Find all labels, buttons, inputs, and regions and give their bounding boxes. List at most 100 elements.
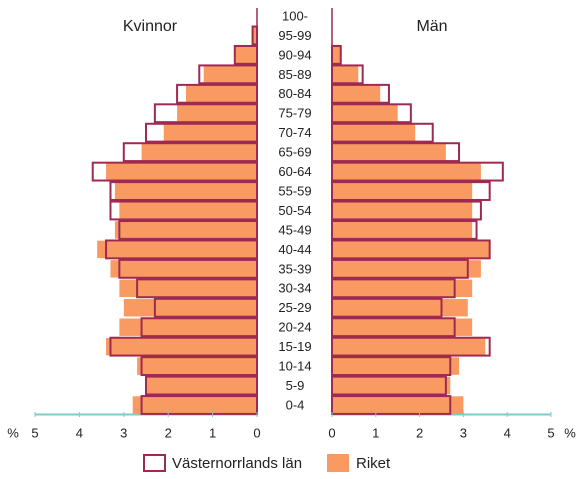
bar (332, 201, 473, 220)
category-label: 100- (282, 8, 308, 23)
bar (332, 182, 473, 200)
bar (331, 142, 461, 163)
category-label: 0-4 (286, 397, 305, 412)
bar (176, 83, 258, 104)
bar (331, 44, 342, 65)
x-tick-label: 0 (253, 425, 260, 440)
bar (331, 83, 390, 104)
category-label: 40-44 (278, 242, 311, 257)
bar (331, 103, 412, 124)
bar (331, 317, 456, 338)
category-label: 95-99 (278, 28, 311, 43)
legend-label: Riket (356, 455, 391, 472)
bar (140, 356, 258, 377)
bar (332, 162, 481, 181)
category-label: 75-79 (278, 106, 311, 121)
category-label: 35-39 (278, 261, 311, 276)
bar (332, 337, 486, 356)
bar (252, 26, 257, 45)
bar (153, 297, 259, 318)
x-tick-label: 3 (460, 425, 467, 440)
legend-swatch (143, 454, 166, 472)
bar (332, 85, 381, 103)
bar (331, 64, 364, 85)
bar (332, 357, 460, 375)
category-label: 85-89 (278, 67, 311, 82)
category-label: 15-19 (278, 339, 311, 354)
bar (141, 143, 257, 161)
bar (146, 376, 257, 395)
bar (332, 376, 451, 395)
legend-label: Västernorrlands län (172, 455, 302, 472)
x-tick-label: 4 (76, 425, 83, 440)
legend-swatch (327, 454, 349, 472)
bar (163, 123, 257, 142)
category-label: 70-74 (278, 125, 311, 140)
x-tick-label: 2 (165, 425, 172, 440)
bar (105, 239, 259, 260)
bar (203, 65, 257, 84)
x-tick-label: 1 (372, 425, 379, 440)
bar (109, 181, 259, 201)
bar (185, 85, 257, 103)
bar (145, 375, 258, 396)
category-label: 60-64 (278, 164, 311, 179)
bar (331, 161, 504, 182)
bar (332, 123, 416, 142)
bar (153, 103, 259, 124)
bar (331, 220, 478, 240)
category-label: 10-14 (278, 359, 311, 374)
bar (106, 337, 257, 356)
bar (136, 278, 258, 299)
bar (140, 317, 258, 338)
bar (118, 258, 258, 279)
bar (145, 122, 258, 143)
bar (332, 104, 398, 122)
bar (331, 278, 456, 299)
bar (233, 44, 259, 65)
bar (177, 104, 257, 122)
bar (331, 336, 491, 357)
x-tick-label: 1 (209, 425, 216, 440)
category-label: 20-24 (278, 320, 311, 335)
bar (332, 240, 490, 259)
bar (332, 396, 464, 414)
bar (332, 279, 473, 298)
x-tick-label: 4 (504, 425, 511, 440)
x-tick-label: 3 (120, 425, 127, 440)
bar (331, 375, 447, 396)
bar (332, 143, 446, 161)
bar (118, 220, 258, 240)
bar (332, 318, 473, 336)
bar (140, 395, 258, 415)
bar (109, 200, 259, 221)
bar (331, 239, 491, 260)
bar (110, 260, 257, 278)
bar (132, 396, 257, 414)
bar (137, 357, 257, 375)
bar (332, 221, 473, 239)
bar (119, 279, 257, 298)
category-label: 80-84 (278, 86, 311, 101)
bar (119, 318, 257, 336)
bar (332, 46, 341, 64)
bar (122, 142, 258, 163)
bar (251, 25, 258, 46)
bar (331, 297, 443, 318)
category-label: 45-49 (278, 222, 311, 237)
men-title: Män (416, 18, 447, 35)
x-tick-label: 2 (416, 425, 423, 440)
unit-label: % (564, 425, 576, 440)
x-tick-label: 5 (547, 425, 554, 440)
category-label: 5-9 (286, 378, 305, 393)
unit-label: % (7, 425, 19, 440)
bar (331, 200, 482, 221)
bar (119, 201, 257, 220)
category-label: 30-34 (278, 281, 311, 296)
category-label: 90-94 (278, 47, 311, 62)
bar (114, 221, 257, 239)
x-tick-label: 5 (31, 425, 38, 440)
bar (332, 299, 468, 317)
bar (91, 161, 258, 182)
